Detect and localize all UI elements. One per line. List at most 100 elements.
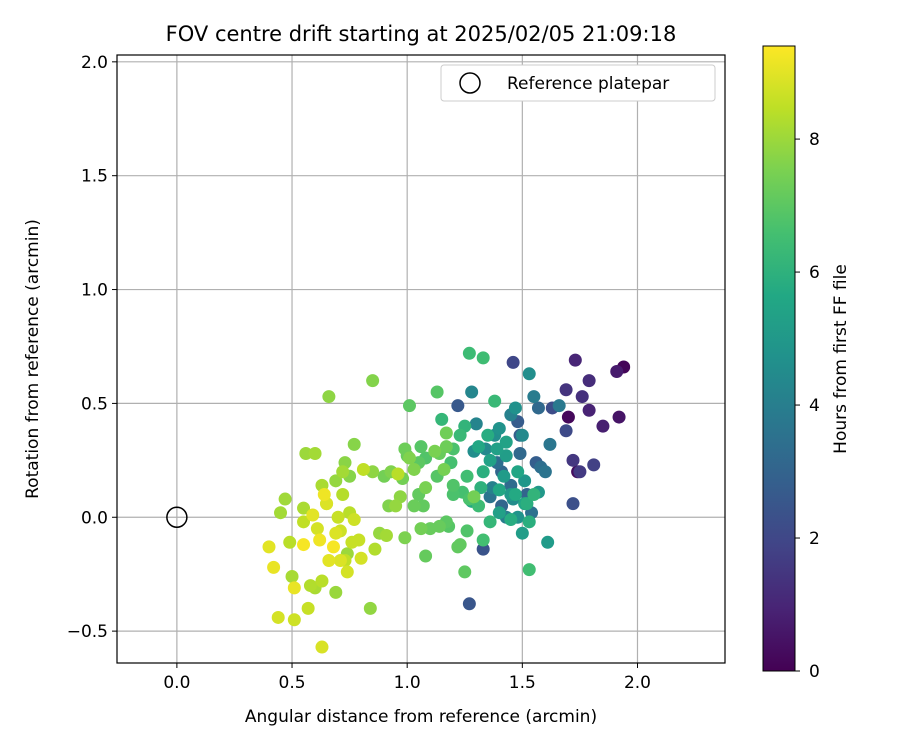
data-point	[492, 506, 506, 520]
data-point	[347, 437, 361, 451]
colorbar: 0 2 4 6 8 Hours from first FF file	[762, 45, 851, 682]
data-point	[274, 506, 288, 520]
data-point	[301, 601, 315, 615]
data-point	[345, 535, 359, 549]
data-point	[469, 417, 483, 431]
data-point	[347, 513, 361, 527]
data-point	[462, 597, 476, 611]
y-axis-label: Rotation from reference (arcmin)	[23, 219, 43, 499]
x-axis-label: Angular distance from reference (arcmin)	[245, 707, 597, 727]
data-point	[527, 487, 541, 501]
data-point	[467, 490, 481, 504]
x-tick-label: 2.0	[624, 673, 651, 693]
data-point	[389, 499, 403, 513]
x-tick-label: 1.5	[509, 673, 536, 693]
data-point	[326, 540, 340, 554]
data-point	[354, 551, 368, 565]
data-point	[483, 515, 497, 529]
data-point	[333, 554, 347, 568]
data-point	[506, 355, 520, 369]
data-point	[481, 428, 495, 442]
data-point	[490, 442, 504, 456]
data-point	[285, 569, 299, 583]
colorbar-gradient	[762, 45, 796, 672]
data-point	[453, 538, 467, 552]
data-point	[368, 542, 382, 556]
data-point	[527, 390, 541, 404]
data-point	[573, 465, 587, 479]
data-point	[476, 533, 490, 547]
data-point	[407, 499, 421, 513]
data-point	[287, 613, 301, 627]
data-point	[458, 565, 472, 579]
colorbar-tick-label: 0	[809, 662, 820, 682]
colorbar-tick-label: 6	[809, 263, 820, 283]
data-point	[322, 390, 336, 404]
y-tick-label: 0.5	[81, 394, 108, 414]
data-point	[446, 478, 460, 492]
data-point	[297, 515, 311, 529]
data-point	[336, 487, 350, 501]
data-point	[575, 390, 589, 404]
data-point	[267, 560, 281, 574]
data-point	[278, 492, 292, 506]
data-point	[446, 487, 460, 501]
data-point	[476, 351, 490, 365]
data-point	[402, 451, 416, 465]
data-point	[402, 399, 416, 413]
data-point	[329, 474, 343, 488]
colorbar-ticks: 0 2 4 6 8	[795, 130, 820, 682]
data-point	[518, 474, 532, 488]
data-point	[531, 401, 545, 415]
data-point	[271, 610, 285, 624]
data-point	[561, 410, 575, 424]
legend-entry-label: Reference platepar	[507, 74, 669, 94]
data-point	[439, 440, 453, 454]
data-point	[566, 497, 580, 511]
data-point	[317, 487, 331, 501]
data-point	[419, 549, 433, 563]
x-axis-ticks: 0.0 0.5 1.0 1.5 2.0	[163, 663, 651, 693]
data-point	[488, 394, 502, 408]
data-point	[262, 540, 276, 554]
data-point	[483, 453, 497, 467]
data-point	[497, 469, 511, 483]
data-point	[587, 458, 601, 472]
data-point	[515, 526, 529, 540]
y-tick-label: 0.0	[81, 508, 108, 528]
colorbar-tick-label: 8	[809, 130, 820, 150]
data-point	[476, 542, 490, 556]
data-point	[407, 462, 421, 476]
data-point	[499, 449, 513, 463]
data-point	[379, 528, 393, 542]
data-point	[428, 444, 442, 458]
reference-platepar-marker	[166, 506, 188, 529]
data-point	[299, 447, 313, 461]
data-point	[568, 353, 582, 367]
data-point	[559, 383, 573, 397]
chart-title: FOV centre drift starting at 2025/02/05 …	[166, 22, 677, 46]
data-point	[511, 465, 525, 479]
data-point	[522, 515, 536, 529]
data-point	[451, 399, 465, 413]
plot-frame	[116, 54, 726, 664]
data-point	[541, 535, 555, 549]
data-point	[612, 410, 626, 424]
data-point	[315, 640, 329, 654]
y-tick-label: 1.0	[81, 281, 108, 301]
data-point	[559, 424, 573, 438]
data-point	[310, 522, 324, 536]
data-point	[331, 510, 345, 524]
data-point	[520, 497, 534, 511]
data-point	[476, 465, 490, 479]
colorbar-tick-label: 4	[809, 396, 820, 416]
data-point	[329, 526, 343, 540]
data-point	[499, 435, 513, 449]
data-point	[492, 421, 506, 435]
data-point	[322, 554, 336, 568]
data-point	[504, 513, 518, 527]
y-tick-label: 1.5	[81, 167, 108, 187]
data-point	[313, 533, 327, 547]
